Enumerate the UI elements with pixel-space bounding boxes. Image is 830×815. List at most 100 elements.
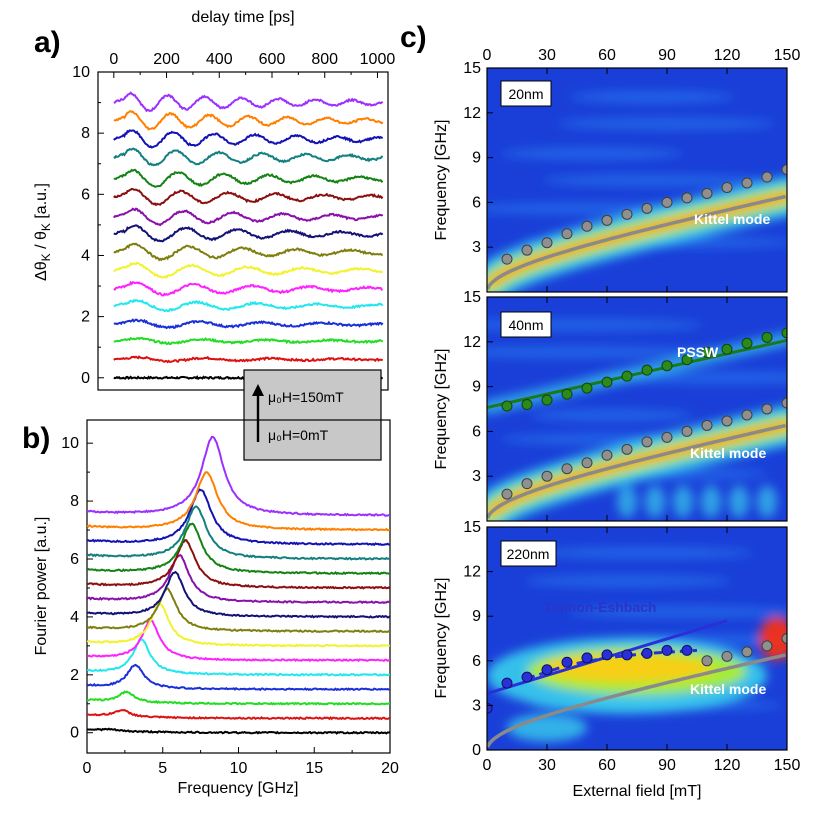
c2-kittel-label: Kittel mode — [690, 445, 766, 461]
c3-texture — [535, 546, 753, 559]
c2-texture — [529, 409, 693, 422]
c1-xtick-top-label: 90 — [658, 47, 676, 64]
c2-pssw-label: PSSW — [677, 344, 719, 360]
a-series-line — [113, 147, 384, 167]
c3-ytick-label: 6 — [472, 653, 481, 670]
c2-band — [645, 485, 665, 518]
a-xtick-label: 400 — [206, 51, 233, 68]
c1-kittel-point — [701, 187, 713, 199]
b-series-line — [87, 471, 390, 532]
c1-ytick-label: 6 — [472, 194, 481, 211]
a-series-line — [113, 242, 383, 262]
c1-texture — [557, 117, 776, 130]
ylabel-a-sub1: K — [39, 253, 53, 261]
c3-xtick-label: 90 — [658, 757, 676, 774]
c2-band — [757, 485, 777, 518]
b-series-line — [87, 505, 390, 561]
c3-ytick-label: 3 — [472, 697, 481, 714]
a-series-line — [113, 224, 384, 243]
c3-xtick-label: 60 — [598, 757, 616, 774]
c2-pssw-point — [701, 346, 713, 358]
c1-ytick-label: 3 — [472, 239, 481, 256]
c1-ytick-label: 15 — [463, 60, 481, 77]
a-xtick-label: 1000 — [360, 51, 396, 68]
ylabel-a-part2: / θ — [33, 231, 50, 253]
c2-kittel-point — [661, 431, 673, 443]
c2-ytick-label: 9 — [472, 379, 481, 396]
c1-kittel-point — [641, 202, 653, 214]
c2-band — [701, 485, 721, 518]
c1-label: 20nm — [508, 86, 543, 102]
c2-kittel-point — [741, 409, 753, 421]
b-ytick-label: 8 — [70, 493, 79, 510]
c2-label: 40nm — [508, 317, 543, 333]
panel-a-chart: delay time [ps] 0 200 400 600 800 1000 0 2 4 6 8 1… — [33, 9, 396, 461]
c1-kittel-point — [741, 177, 753, 189]
b-series-line — [87, 708, 390, 721]
c3-texture — [568, 606, 787, 619]
legend-bottom-label: μ₀H=0mT — [268, 427, 329, 443]
b-series-line — [87, 522, 390, 576]
c3-de-point — [521, 671, 533, 683]
b-series-line — [87, 727, 390, 735]
c3-xtick-label: 30 — [538, 757, 556, 774]
c2-frame — [486, 296, 788, 522]
b-series-line — [87, 539, 390, 590]
c2-kittel-point — [721, 415, 733, 427]
panel-c2-heatmap: 3 6 9 12 15 40nm PSSW Kittel mode Frequency … — [433, 289, 788, 522]
panel-label-a: a) — [34, 26, 61, 59]
c2-pssw-point — [601, 376, 613, 388]
c2-kittel-point — [541, 470, 553, 482]
c3-kittel-point — [701, 655, 713, 667]
panel-a-ylabel: ΔθK / θK [a.u.] — [33, 183, 53, 281]
c3-band — [507, 713, 587, 742]
c1-kittel-point — [681, 192, 693, 204]
b-ytick-label: 0 — [70, 725, 79, 742]
b-ytick-label: 4 — [70, 609, 79, 626]
c3-label: 220nm — [507, 546, 550, 562]
c2-kittel-point — [761, 403, 773, 415]
a-series-line — [113, 110, 384, 131]
c2-pssw-point — [721, 343, 733, 355]
b-series-line — [87, 690, 390, 706]
panel-a-xlabel-top: delay time [ps] — [191, 9, 294, 26]
c2-ytick-label: 3 — [472, 468, 481, 485]
ylabel-a-part1: Δθ — [33, 261, 50, 281]
c1-kittel-point — [621, 208, 633, 220]
c2-pssw-point — [661, 360, 673, 372]
c2-ytick-label: 12 — [463, 334, 481, 351]
c2-kittel-point — [561, 463, 573, 475]
c3-kittel-label: Kittel mode — [690, 681, 766, 697]
c3-frame — [486, 526, 788, 751]
c1-kittel-point — [721, 181, 733, 193]
c3-xtick-label: 120 — [714, 757, 741, 774]
legend-box — [243, 369, 382, 461]
a-series-line — [113, 168, 384, 188]
c2-pssw-point — [521, 399, 533, 411]
c3-de-point — [561, 656, 573, 668]
b-series-line — [87, 436, 390, 517]
panel-a-legend: μ₀H=150mT μ₀H=0mT — [243, 369, 382, 461]
a-xtick-label: 600 — [259, 51, 286, 68]
b-xtick-label: 0 — [83, 760, 92, 777]
b-series-line — [87, 619, 390, 663]
b-xtick-label: 10 — [230, 760, 248, 777]
c1-frame — [486, 67, 788, 293]
c2-pssw-point — [741, 337, 753, 349]
c3-kittel-fit — [487, 653, 787, 748]
c2-band — [673, 485, 693, 518]
c2-ytick-label: 15 — [463, 289, 481, 306]
c2-kittel-point — [641, 436, 653, 448]
c3-xtick-label: 0 — [483, 757, 492, 774]
a-ytick-label: 4 — [81, 247, 90, 264]
b-xtick-label: 5 — [158, 760, 167, 777]
c3-ytick-label: 0 — [472, 742, 481, 759]
b-series-line — [87, 488, 390, 547]
b-series-line — [87, 663, 390, 692]
a-ytick-label: 2 — [81, 309, 90, 326]
b-series-line — [87, 553, 390, 605]
a-series-line — [113, 336, 384, 345]
c1-kittel-point — [661, 196, 673, 208]
c2-ytick-label: 6 — [472, 423, 481, 440]
